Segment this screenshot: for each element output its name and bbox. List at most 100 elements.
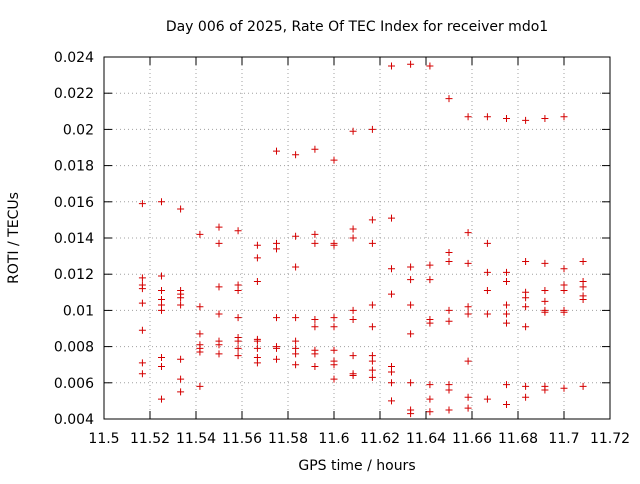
data-point [330,241,338,249]
x-tick-label: 11.54 [176,431,216,447]
x-tick-label: 11.68 [498,431,538,447]
data-point [407,379,415,387]
data-point [349,372,357,380]
data-point [273,344,280,352]
data-point [560,308,568,316]
x-tick-label: 11.6 [318,431,349,447]
data-point [311,230,319,238]
data-point [311,239,319,247]
data-point [522,258,530,266]
y-tick-label: 0.024 [54,50,94,66]
data-point [426,408,434,416]
data-point [349,315,357,323]
data-point [253,241,261,249]
data-point [177,301,185,309]
data-point [407,276,415,284]
data-point [253,359,261,367]
data-point [158,286,165,294]
data-point [560,113,568,121]
data-point [368,301,376,309]
grid-lines [104,57,610,419]
data-point [311,145,319,153]
data-point [158,272,165,280]
data-point [138,285,146,293]
data-point [522,116,530,124]
data-point [311,323,319,331]
data-point [541,297,549,305]
data-point [158,395,165,403]
data-point [522,323,530,331]
data-point [330,375,338,383]
data-point [234,286,242,294]
x-tick-label: 11.66 [452,431,492,447]
data-point [560,265,568,273]
data-point [215,283,223,291]
data-point [196,303,204,311]
data-point [541,308,549,316]
data-point [234,344,242,352]
data-point [177,205,185,213]
data-point [503,115,510,123]
data-point [177,355,185,363]
data-point [503,401,510,409]
data-point [292,361,300,369]
data-point [196,330,204,338]
data-point [330,346,338,354]
x-tick-label: 11.64 [406,431,446,447]
data-point [177,294,185,302]
x-tick-label: 11.62 [360,431,400,447]
data-point [292,232,300,240]
x-axis-label: GPS time / hours [298,458,415,474]
data-point [407,330,415,338]
data-point [368,373,376,381]
chart-title: Day 006 of 2025, Rate Of TEC Index for r… [166,19,548,35]
data-point [253,254,261,262]
x-tick-label: 11.7 [548,431,579,447]
data-point [503,310,510,318]
y-tick-label: 0.012 [54,267,94,283]
data-point [349,225,357,233]
data-point [253,337,261,345]
data-point [234,337,242,345]
x-tick-label: 11.5 [88,431,119,447]
data-point [445,258,453,266]
data-point [158,306,165,314]
data-point [483,310,491,318]
data-point [273,314,280,322]
data-point [579,382,587,390]
data-point [560,286,568,294]
data-point [483,286,491,294]
data-point [388,397,395,405]
data-point [522,393,530,401]
data-point [464,357,472,365]
data-point [292,337,300,345]
data-point [368,216,376,224]
data-point [464,310,472,318]
x-tick-label: 11.72 [590,431,630,447]
y-tick-label: 0.008 [54,340,94,356]
data-point [330,361,338,369]
data-point [464,113,472,121]
data-point [253,277,261,285]
y-tick-label: 0.014 [54,231,94,247]
x-tick-labels: 11.5 11.52 11.54 11.56 11.58 11.6 11.62 11.64 11… [88,431,630,447]
data-point [138,299,146,307]
data-point [407,301,415,309]
data-point [368,323,376,331]
y-axis-label: ROTI / TECUs [6,192,22,284]
data-point [388,290,395,298]
data-point [215,310,223,318]
data-point [311,363,319,371]
data-point [426,395,434,403]
data-point [522,382,530,390]
data-point [426,261,434,269]
data-point [138,200,146,208]
data-point [138,359,146,367]
x-tick-label: 11.56 [222,431,262,447]
data-point [388,379,395,387]
data-point [138,370,146,378]
data-point [483,239,491,247]
data-point [158,198,165,206]
data-point [464,393,472,401]
